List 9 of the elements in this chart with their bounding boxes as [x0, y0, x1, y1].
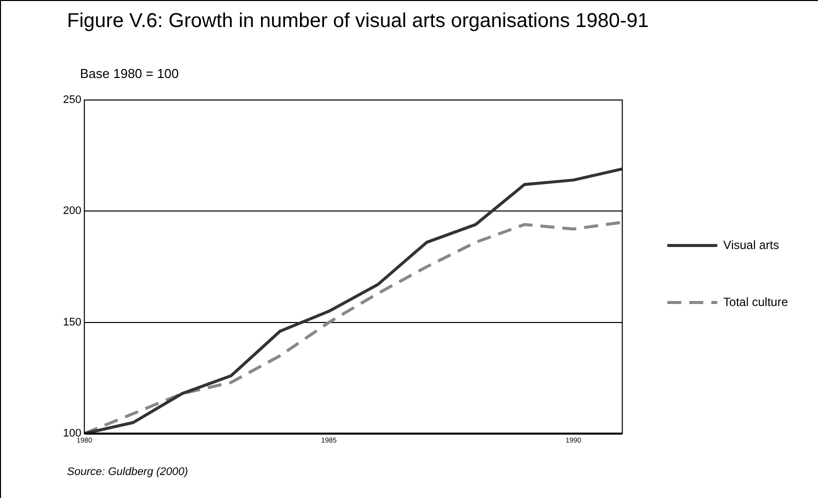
source-note: Source: Guldberg (2000) — [67, 466, 188, 478]
y-tick-label: 200 — [62, 205, 82, 218]
y-tick-label: 250 — [62, 94, 82, 106]
legend-label: Total culture — [723, 294, 788, 309]
y-axis-title: Base 1980 = 100 — [80, 66, 179, 81]
chart-title: Figure V.6: Growth in number of visual arts organisations 1980-91 — [67, 10, 649, 33]
legend-label: Visual arts — [723, 238, 780, 252]
line-series — [84, 220, 622, 434]
y-tick-label: 150 — [62, 316, 82, 328]
